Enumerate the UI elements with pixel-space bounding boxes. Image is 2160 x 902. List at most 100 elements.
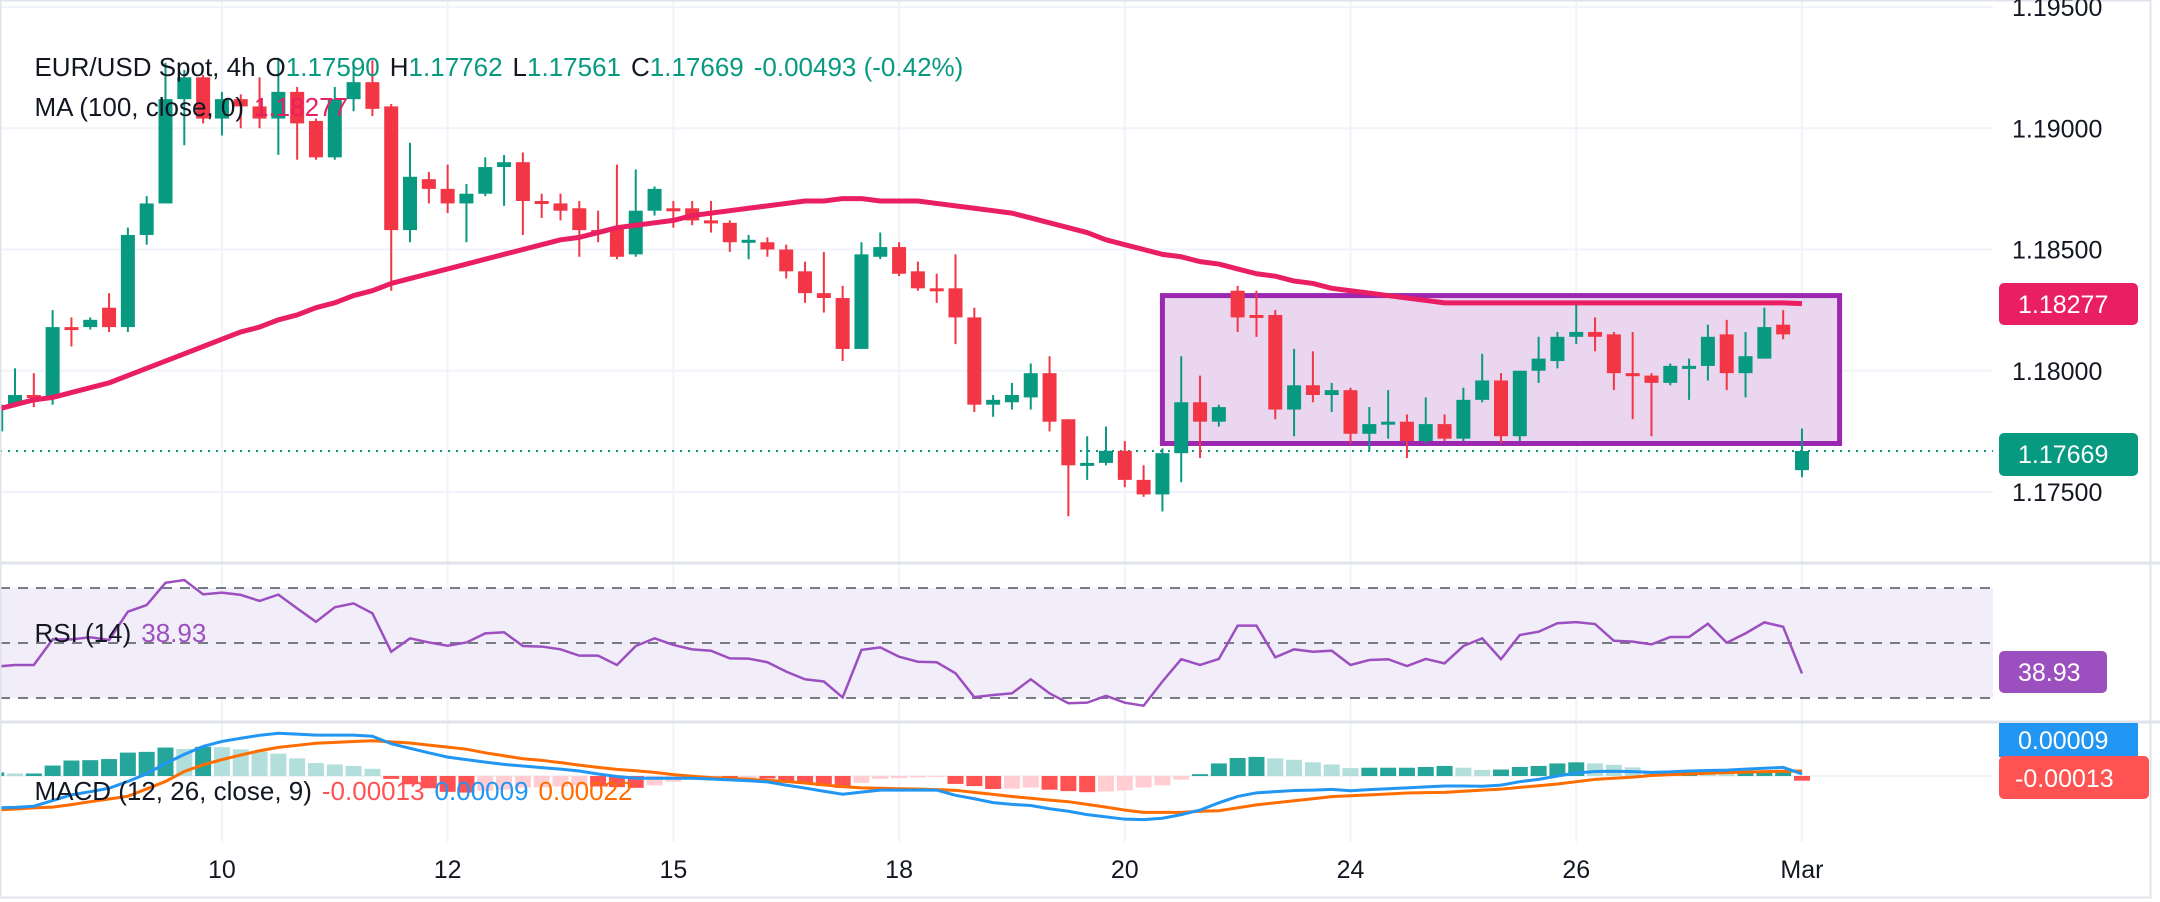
ma-legend-label[interactable]: MA (100, close, 0) (34, 92, 244, 122)
candle-up (1475, 380, 1490, 400)
candle-down (948, 288, 963, 318)
price-tags: 1.18277 1.17669 38.93 0.00009 -0.00013 (1999, 283, 2149, 799)
rsi-legend[interactable]: RSI (14) 38.93 (20, 588, 216, 648)
candle-down (1776, 324, 1791, 335)
candle-down (910, 271, 925, 289)
macd-histogram-bar (1135, 776, 1152, 788)
macd-histogram-bar (740, 776, 757, 779)
macd-histogram-bar (1361, 767, 1378, 776)
macd-histogram-bar (1286, 759, 1303, 776)
macd-histogram-bar (1248, 756, 1265, 776)
candle-down (384, 106, 399, 231)
macd-histogram-bar (1097, 776, 1114, 792)
candle-up (8, 395, 23, 405)
macd-histogram-bar (82, 760, 99, 776)
time-axis[interactable]: 10 12 15 18 20 24 26 Mar (208, 856, 1823, 884)
candle-down (1644, 375, 1659, 383)
candle-down (290, 91, 305, 124)
macd-histogram-bar (834, 776, 851, 788)
macd-histogram-bar (1210, 763, 1227, 776)
symbol-legend[interactable]: EUR/USD Spot, 4h O1.17590 H1.17762 L1.17561… (20, 22, 973, 82)
macd-histogram-bar (1474, 769, 1491, 776)
candle-down (1249, 314, 1264, 318)
candle-down (816, 293, 831, 298)
candle-down (1136, 479, 1151, 495)
macd-histogram-bar (44, 765, 61, 776)
candle-up (497, 162, 512, 168)
time-axis-label: 15 (659, 856, 687, 884)
candle-down (440, 188, 455, 204)
candles (0, 57, 1809, 517)
macd-histogram-bar (345, 765, 362, 776)
macd-histogram-bar (1003, 776, 1020, 789)
rsi-layer (0, 578, 1804, 708)
macd-layer (0, 731, 1993, 822)
macd-histogram-bar (966, 776, 983, 787)
rsi-line (0, 578, 1804, 708)
time-axis-label: 18 (885, 856, 913, 884)
macd-histogram-bar (1511, 767, 1528, 776)
candle-up (1287, 385, 1302, 410)
macd-histogram-bar (1267, 758, 1284, 776)
price-axis-label: 1.18500 (2012, 237, 2102, 265)
candle-up (177, 77, 192, 100)
candle-up (1080, 462, 1095, 466)
rsi-value-tag: 38.93 (2018, 659, 2081, 687)
candle-up (1381, 421, 1396, 425)
macd-histogram-bar (477, 776, 494, 791)
candle-up (1550, 336, 1565, 362)
macd-histogram-bar (646, 776, 663, 786)
macd-histogram-bar (1455, 767, 1472, 776)
macd-signal-value: 0.00022 (538, 776, 633, 806)
macd-histogram-bar (608, 776, 625, 788)
time-axis-label: 24 (1337, 856, 1365, 884)
macd-histogram-bar (1154, 776, 1171, 786)
candle-up (45, 327, 60, 398)
candle-up (1456, 399, 1471, 439)
macd-histogram-bar (1756, 770, 1773, 776)
symbol-title[interactable]: EUR/USD Spot, 4h (34, 52, 256, 82)
macd-histogram-bar (1587, 763, 1604, 776)
range-rectangle-layer (0, 293, 1993, 453)
candle-down (1719, 334, 1734, 374)
macd-legend[interactable]: MACD (12, 26, close, 9) -0.00013 0.00009 0.… (20, 746, 643, 806)
candle-up (1794, 451, 1809, 471)
candle-up (1531, 358, 1546, 371)
histogram-value-tag: -0.00013 (2015, 765, 2114, 793)
open-label: O (265, 52, 286, 82)
macd-histogram-bar (909, 776, 926, 778)
price-axis-label: 1.19500 (2012, 0, 2102, 22)
macd-histogram-bar (552, 776, 569, 787)
macd-histogram-bar (1022, 776, 1039, 788)
macd-legend-label[interactable]: MACD (12, 26, close, 9) (34, 776, 312, 806)
macd-histogram-bar (1342, 768, 1359, 776)
macd-histogram-bar (1380, 767, 1397, 776)
ma-layer (0, 196, 1803, 412)
close-label: C (630, 52, 650, 82)
macd-histogram-bar (1116, 776, 1133, 791)
candle-down (1061, 419, 1076, 466)
macd-histogram-bar (1192, 774, 1209, 776)
ma-legend-value: 1.18277 (254, 92, 348, 122)
candle-up (478, 167, 493, 194)
candle-down (1625, 373, 1640, 377)
candle-down (515, 162, 530, 201)
candle-up (741, 239, 756, 243)
candle-down (760, 242, 775, 250)
low-value: 1.17561 (527, 52, 621, 82)
time-axis-label: Mar (1780, 856, 1823, 884)
macd-value-tag-bg (1999, 723, 2138, 757)
ma-price-tag-bg (1999, 283, 2138, 325)
ma-legend[interactable]: MA (100, close, 0) 1.18277 (20, 62, 358, 122)
candle-down (967, 317, 982, 405)
candle-down (252, 106, 267, 119)
candle-down (553, 203, 568, 211)
macd-histogram-bar (891, 776, 908, 779)
macd-histogram-bar (1737, 771, 1754, 776)
rsi-legend-label[interactable]: RSI (14) (34, 618, 132, 648)
candle-down (308, 120, 323, 158)
price-axis[interactable]: 1.17500 1.18000 1.18500 1.19000 1.19500 (2012, 0, 2102, 507)
macd-histogram-bar (1079, 776, 1096, 793)
